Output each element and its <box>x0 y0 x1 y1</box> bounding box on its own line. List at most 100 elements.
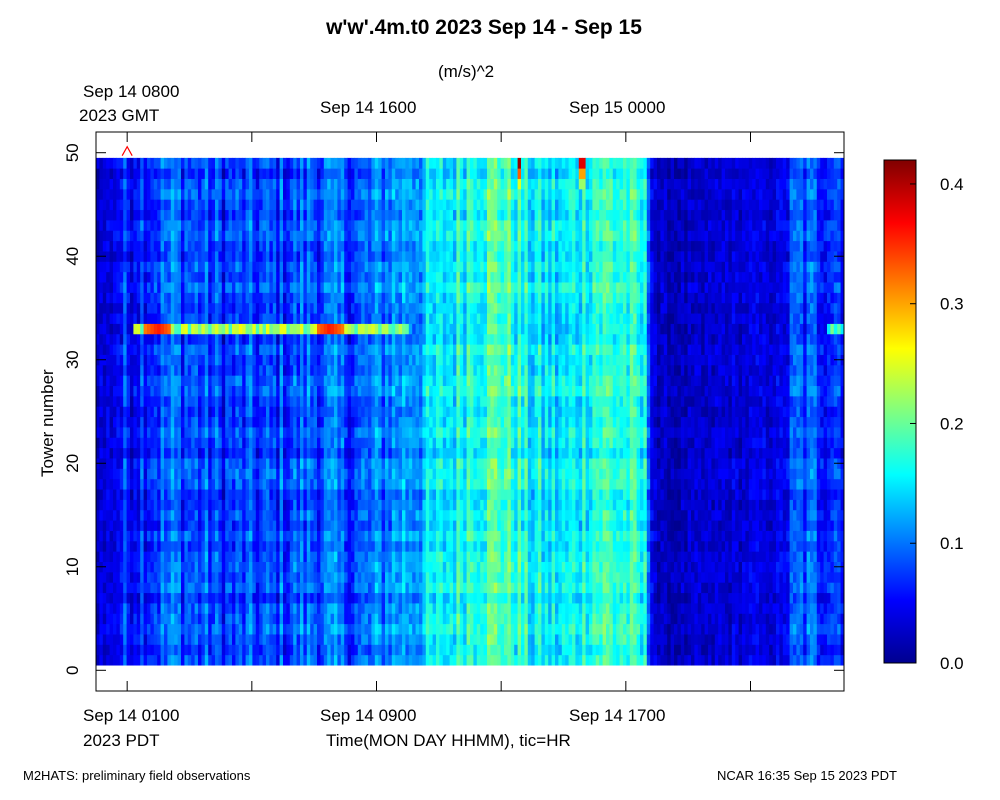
heatmap-cell <box>330 209 335 221</box>
heatmap-cell <box>255 168 260 179</box>
heatmap-cell <box>130 157 134 169</box>
heatmap-cell <box>327 251 331 262</box>
heatmap-cell <box>187 282 192 293</box>
heatmap-cell <box>405 292 410 304</box>
heatmap-cell <box>235 634 240 645</box>
heatmap-cell <box>279 613 284 625</box>
heatmap-cell <box>177 323 182 335</box>
heatmap-cell <box>109 499 114 511</box>
heatmap-cell <box>419 613 423 625</box>
heatmap-cell <box>130 416 134 428</box>
heatmap-cell <box>408 603 413 614</box>
heatmap-cell <box>167 251 172 262</box>
heatmap-cell <box>289 509 294 521</box>
heatmap-cell <box>327 447 331 459</box>
heatmap-cell <box>391 364 396 376</box>
heatmap-cell <box>340 571 345 583</box>
heatmap-cell <box>425 188 430 200</box>
heatmap-cell <box>109 323 114 335</box>
heatmap-cell <box>388 395 393 407</box>
heatmap-cell <box>279 458 284 469</box>
heatmap-cell <box>357 478 362 490</box>
heatmap-cell <box>160 509 165 521</box>
heatmap-cell <box>130 199 134 211</box>
heatmap-cell <box>126 489 131 500</box>
heatmap-cell <box>422 458 427 469</box>
heatmap-cell <box>337 571 342 583</box>
heatmap-cell <box>116 458 121 469</box>
heatmap-cell <box>296 551 301 562</box>
heatmap-cell <box>252 385 257 397</box>
heatmap-cell <box>432 571 437 583</box>
heatmap-cell <box>320 323 325 335</box>
heatmap-cell <box>286 623 291 635</box>
heatmap-cell <box>283 282 287 293</box>
heatmap-cell <box>269 209 274 221</box>
heatmap-cell <box>351 178 355 190</box>
heatmap-cell <box>215 613 219 625</box>
heatmap-cell <box>436 395 440 407</box>
heatmap-cell <box>388 157 393 169</box>
heatmap-cell <box>204 219 209 231</box>
heatmap-cell <box>351 416 355 428</box>
heatmap-cell <box>378 603 382 614</box>
heatmap-cell <box>422 261 427 273</box>
heatmap-cell <box>364 520 369 531</box>
heatmap-cell <box>422 271 427 283</box>
heatmap-cell <box>153 364 158 376</box>
heatmap-cell <box>252 634 257 645</box>
heatmap-cell <box>211 478 216 490</box>
heatmap-cell <box>378 623 382 635</box>
heatmap-cell <box>283 395 287 407</box>
heatmap-cell <box>385 168 389 179</box>
heatmap-cell <box>245 292 250 304</box>
heatmap-cell <box>340 499 345 511</box>
heatmap-cell <box>150 364 155 376</box>
heatmap-cell <box>436 458 440 469</box>
heatmap-cell <box>255 489 260 500</box>
heatmap-cell <box>374 634 379 645</box>
heatmap-cell <box>289 168 294 179</box>
heatmap-cell <box>208 302 212 314</box>
heatmap-cell <box>303 282 308 293</box>
heatmap-cell <box>439 613 444 625</box>
heatmap-cell <box>422 561 427 573</box>
heatmap-cell <box>300 292 304 304</box>
heatmap-cell <box>351 561 355 573</box>
heatmap-cell <box>204 209 209 221</box>
heatmap-cell <box>249 395 253 407</box>
heatmap-cell <box>337 592 342 604</box>
heatmap-cell <box>96 395 100 407</box>
heatmap-cell <box>330 613 335 625</box>
heatmap-cell <box>116 571 121 583</box>
heatmap-cell <box>296 499 301 511</box>
heatmap-cell <box>225 530 229 542</box>
heatmap-cell <box>215 333 219 345</box>
heatmap-cell <box>177 458 182 469</box>
heatmap-cell <box>283 157 287 169</box>
heatmap-cell <box>177 530 182 542</box>
heatmap-cell <box>143 437 148 449</box>
heatmap-cell <box>293 447 297 459</box>
heatmap-cell <box>191 292 195 304</box>
heatmap-cell <box>147 489 151 500</box>
heatmap-cell <box>415 458 420 469</box>
heatmap-cell <box>187 219 192 231</box>
heatmap-cell <box>269 603 274 614</box>
heatmap-cell <box>160 261 165 273</box>
heatmap-cell <box>167 489 172 500</box>
heatmap-cell <box>296 282 301 293</box>
heatmap-cell <box>313 644 318 656</box>
heatmap-cell <box>238 385 243 397</box>
heatmap-cell <box>402 603 406 614</box>
heatmap-cell <box>194 261 199 273</box>
heatmap-cell <box>157 478 161 490</box>
heatmap-cell <box>344 478 348 490</box>
heatmap-cell <box>99 333 104 345</box>
heatmap-cell <box>208 333 212 345</box>
heatmap-cell <box>340 427 345 438</box>
heatmap-cell <box>187 634 192 645</box>
heatmap-cell <box>113 644 117 656</box>
heatmap-cell <box>395 157 399 169</box>
heatmap-cell <box>436 427 440 438</box>
